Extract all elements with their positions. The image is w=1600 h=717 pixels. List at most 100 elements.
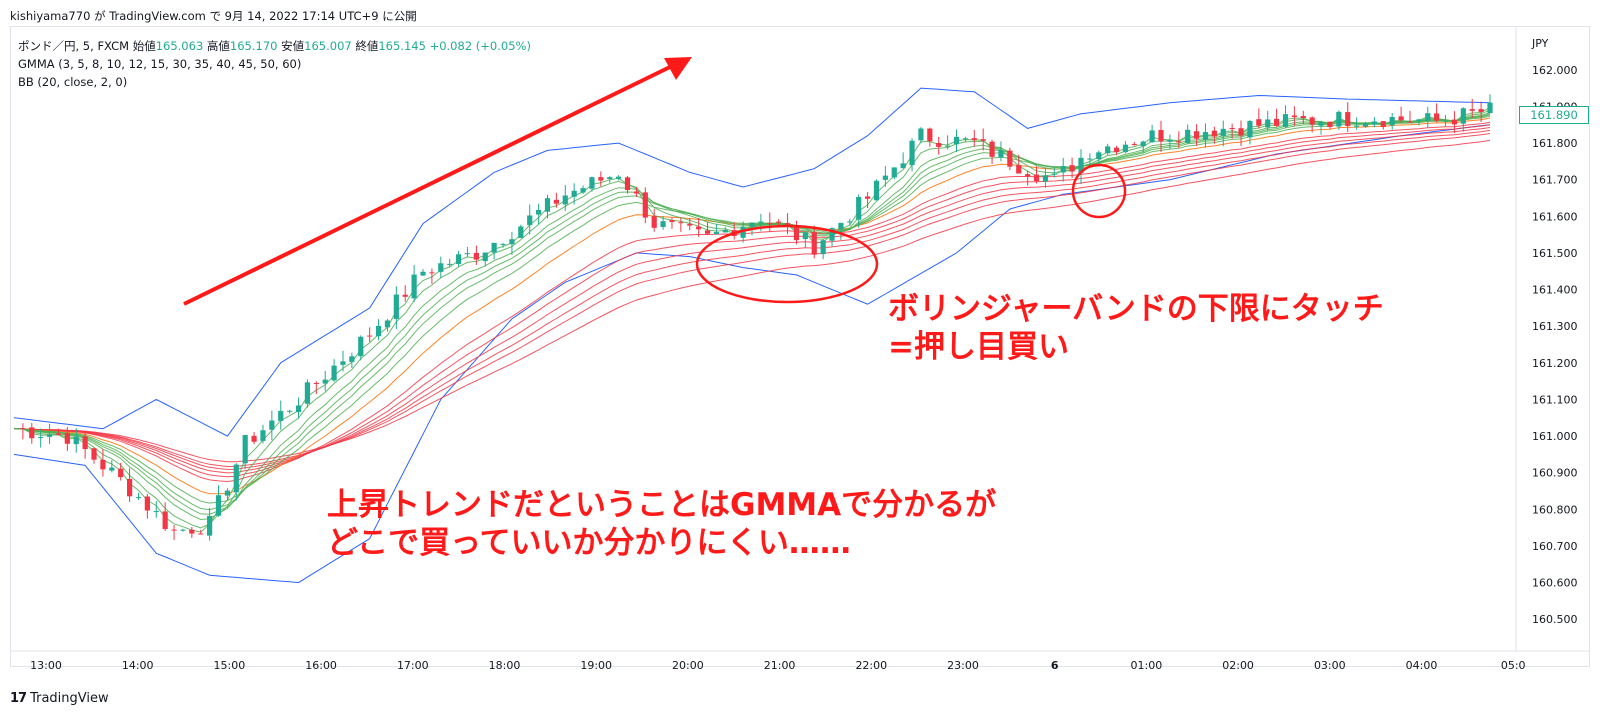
tradingview-footer[interactable]: 17 TradingView xyxy=(10,691,109,706)
candle-body xyxy=(420,271,426,276)
candle-body xyxy=(838,222,844,230)
y-tick-label: 161.500 xyxy=(1532,247,1578,260)
candle-body xyxy=(909,140,915,166)
legend-close-label: 終値 xyxy=(355,39,379,53)
candle-body xyxy=(1309,117,1315,125)
x-tick-label: 23:00 xyxy=(947,659,979,672)
candle-body xyxy=(704,230,711,234)
x-tick-label: 18:00 xyxy=(489,659,521,672)
y-tick-label: 161.800 xyxy=(1532,137,1578,150)
circle-bb-touch-2 xyxy=(1071,163,1127,219)
candle-body xyxy=(847,221,853,223)
tradingview-logo-icon: 17 xyxy=(10,691,27,706)
candle-body xyxy=(464,253,471,255)
candle-body xyxy=(1291,115,1297,118)
annotation-gmma-line2: どこで買っていいか分かりにくい…… xyxy=(327,525,851,561)
candle-body xyxy=(491,242,497,253)
price-axis: JPY162.000161.900161.800161.700161.60016… xyxy=(1515,26,1578,651)
candle-body xyxy=(1167,140,1173,142)
candle-body xyxy=(1345,112,1351,126)
candle-body xyxy=(322,379,328,384)
candle-body xyxy=(873,180,880,201)
gmma-long-ema-60 xyxy=(14,139,1491,463)
candle-body xyxy=(260,430,266,441)
legend-symbol: ポンド／円, 5, FXCM xyxy=(18,39,130,53)
y-tick-label: 161.400 xyxy=(1532,284,1578,297)
candle-body xyxy=(882,175,888,180)
candle-body xyxy=(1078,157,1084,174)
candle-body xyxy=(1407,121,1413,123)
annotation-bb-touch-line1: ボリンジャーバンドの下限にタッチ xyxy=(888,291,1384,327)
candle-body xyxy=(829,228,835,241)
legend-low-label: 安値 xyxy=(281,39,305,53)
candle-body xyxy=(91,448,97,460)
candle-body xyxy=(1149,130,1155,143)
candle-body xyxy=(1398,116,1404,121)
annotation-bb-touch: ボリンジャーバンドの下限にタッチ =押し目買い xyxy=(888,290,1384,366)
x-tick-label: 14:00 xyxy=(122,659,154,672)
candle-body xyxy=(669,220,675,222)
x-tick-label: 02:00 xyxy=(1222,659,1254,672)
candle-body xyxy=(971,138,977,141)
candle-body xyxy=(482,252,488,262)
candle-body xyxy=(802,232,808,240)
candle-body xyxy=(589,177,595,189)
candle-body xyxy=(64,432,70,444)
annotation-gmma-line1: 上昇トレンドだということはGMMAで分かるが xyxy=(327,487,997,523)
candle-body xyxy=(722,229,728,233)
candle-body xyxy=(1060,166,1066,173)
candle-body xyxy=(1469,109,1475,111)
candle-body xyxy=(616,176,622,179)
candle-body xyxy=(1434,113,1440,121)
candle-body xyxy=(135,497,142,499)
candle-body xyxy=(1042,175,1049,182)
candle-body xyxy=(1176,141,1182,143)
candle-body xyxy=(189,529,195,534)
candle-body xyxy=(1478,109,1484,112)
candle-body xyxy=(402,294,408,297)
candle-body xyxy=(598,177,604,181)
y-tick-label: 160.500 xyxy=(1532,613,1578,626)
candle-body xyxy=(891,167,897,178)
y-axis-unit: JPY xyxy=(1531,37,1549,50)
candle-body xyxy=(936,142,942,147)
candle-body xyxy=(1425,113,1431,121)
legend-close-value: 165.145 xyxy=(378,39,426,53)
candle-body xyxy=(660,221,666,227)
candle-body xyxy=(945,145,951,147)
candle-body xyxy=(1122,144,1129,153)
candle-body xyxy=(509,239,515,245)
candle-body xyxy=(624,177,631,191)
candle-body xyxy=(358,336,364,357)
candle-body xyxy=(1238,128,1244,136)
trend-arrow-shaft xyxy=(183,64,673,306)
candle-body xyxy=(1442,120,1449,122)
candle-body xyxy=(500,243,506,245)
candle-body xyxy=(109,467,115,471)
candle-body xyxy=(278,410,284,421)
bb-lower-band xyxy=(13,124,1491,584)
candle-body xyxy=(455,254,462,264)
x-tick-label: 17:00 xyxy=(397,659,429,672)
candle-body xyxy=(162,511,168,530)
bollinger-bands xyxy=(13,87,1491,584)
candle-body xyxy=(375,325,382,337)
legend-bb[interactable]: BB (20, close, 2, 0) xyxy=(18,75,128,89)
candle-body xyxy=(313,382,319,384)
candle-body xyxy=(153,511,159,513)
candle-body xyxy=(811,232,817,255)
x-tick-label: 03:00 xyxy=(1314,659,1346,672)
bb-upper-band xyxy=(13,87,1491,437)
candle-body xyxy=(126,478,133,497)
candle-body xyxy=(287,410,293,412)
candle-body xyxy=(1033,174,1040,182)
candle-body xyxy=(198,533,204,535)
legend-gmma[interactable]: GMMA (3, 5, 8, 10, 12, 15, 30, 35, 40, 4… xyxy=(18,57,302,71)
candle-body xyxy=(242,435,248,464)
candle-body xyxy=(304,382,311,404)
candle-body xyxy=(1025,174,1031,177)
candle-body xyxy=(73,436,79,445)
chart-frame[interactable] xyxy=(10,26,1590,667)
candle-body xyxy=(1202,132,1209,140)
